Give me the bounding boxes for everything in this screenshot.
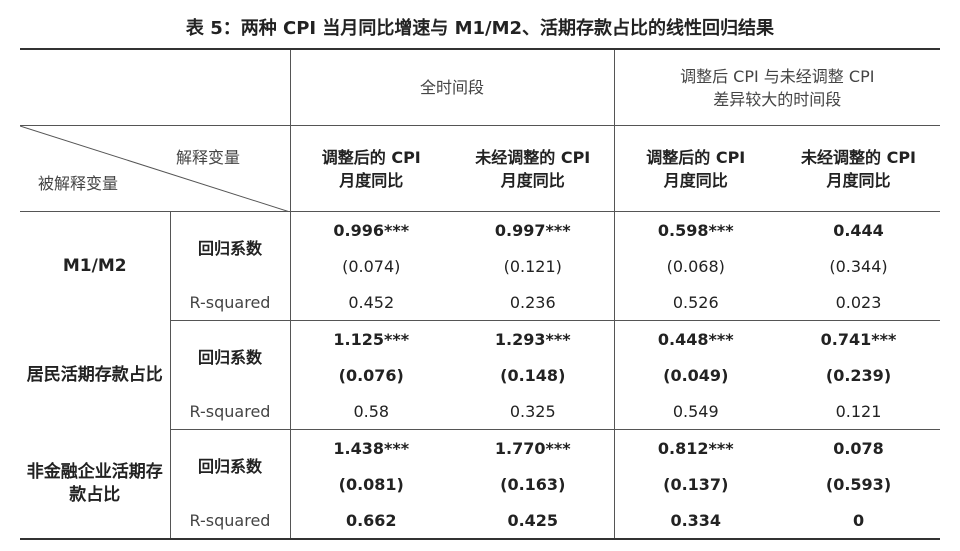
- coef-value: 0.078: [833, 438, 884, 458]
- group-label: 居民活期存款占比: [26, 364, 163, 385]
- coef-value: 1.438***: [289, 429, 452, 466]
- r2-value: 0.58: [289, 393, 452, 430]
- se-value: (0.121): [503, 256, 562, 276]
- coef-value: 0.741***: [820, 329, 897, 349]
- coef-value: 1.293***: [494, 329, 571, 349]
- header-line: 调整后的 CPI: [646, 147, 746, 167]
- coef-value: 1.125***: [289, 320, 452, 357]
- se-value: (0.137): [613, 466, 778, 502]
- header-line: 调整后的 CPI: [321, 147, 421, 167]
- column-header: 未经调整的 CPI 月度同比: [777, 125, 941, 212]
- r2-value: 0.425: [452, 502, 615, 540]
- header-line: 月度同比: [500, 170, 565, 190]
- se-value: (0.148): [500, 365, 566, 385]
- se-row: (0.074) (0.121) (0.068) (0.344): [20, 248, 940, 284]
- coef-value: 0.996***: [289, 211, 452, 248]
- results-table: 全时间段 调整后 CPI 与未经调整 CPI 差异较大的时间段 解释变量 被解释变量…: [20, 48, 941, 540]
- r2-value: 0.526: [613, 284, 778, 321]
- coef-value: 1.770***: [494, 438, 571, 458]
- r2-row: R-squared 0.452 0.236 0.526 0.023: [20, 284, 941, 321]
- table-title: 表 5：两种 CPI 当月同比增速与 M1/M2、活期存款占比的线性回归结果: [185, 18, 775, 39]
- group-label: 非金融企业活期存款占比: [26, 461, 163, 505]
- coef-value: 0.444: [833, 220, 884, 240]
- header-line: 未经调整的 CPI: [801, 147, 917, 167]
- header-line: 全时间段: [420, 78, 485, 97]
- coef-label: 回归系数: [169, 211, 290, 284]
- header-line: 差异较大的时间段: [713, 89, 842, 109]
- diagonal-line: [20, 126, 290, 212]
- header-line: 月度同比: [663, 170, 728, 190]
- se-value: (0.049): [613, 357, 778, 393]
- header-line: 月度同比: [826, 170, 891, 190]
- period-header: 全时间段: [289, 49, 615, 126]
- r2-row: R-squared 0.58 0.325 0.549 0.121: [20, 393, 941, 430]
- corner: 解释变量 被解释变量: [20, 126, 290, 212]
- header-line: 调整后 CPI 与未经调整 CPI: [680, 66, 875, 86]
- se-value: (0.344): [829, 256, 888, 276]
- r2-value: 0.662: [289, 502, 452, 540]
- coef-label: 回归系数: [169, 320, 290, 393]
- header-line: 月度同比: [339, 170, 404, 190]
- header-row: 全时间段 调整后 CPI 与未经调整 CPI 差异较大的时间段: [20, 49, 941, 126]
- column-header: 调整后的 CPI 月度同比: [613, 125, 778, 212]
- header-row: 解释变量 被解释变量 调整后的 CPI 月度同比 未经调整的 CPI 月度同比 调整后的…: [20, 125, 941, 212]
- r2-value: 0.549: [613, 393, 778, 430]
- r2-row: R-squared 0.662 0.425 0.334 0: [20, 502, 941, 540]
- r2-value: 0.325: [452, 393, 615, 430]
- se-value: (0.074): [289, 248, 452, 284]
- coef-row: 非金融企业活期存款占比 回归系数 1.438*** 1.770*** 0.812*** 0…: [20, 429, 940, 505]
- se-value: (0.163): [500, 474, 566, 494]
- corner-top: 解释变量: [176, 148, 241, 167]
- diagonal: [20, 126, 290, 212]
- r2-value: 0.121: [777, 393, 941, 430]
- r2-value: 0.452: [289, 284, 452, 321]
- se-value: (0.068): [613, 248, 778, 284]
- corner-cell: 解释变量 被解释变量: [20, 125, 290, 212]
- se-value: (0.239): [825, 365, 892, 385]
- header-line: 未经调整的 CPI: [475, 147, 591, 167]
- coef-row: M1/M2 回归系数 0.996*** 0.997*** 0.598*** 0.444: [20, 211, 940, 284]
- r2-value: 0.023: [777, 284, 941, 321]
- period-header: 调整后 CPI 与未经调整 CPI 差异较大的时间段: [613, 49, 941, 126]
- se-row: (0.081) (0.163) (0.137) (0.593): [20, 466, 940, 502]
- coef-value: 0.997***: [494, 220, 571, 240]
- coef-label: 回归系数: [169, 429, 290, 502]
- coef-value: 0.448***: [613, 320, 778, 357]
- r2-label: R-squared: [169, 502, 290, 540]
- se-row: (0.076) (0.148) (0.049) (0.239): [20, 357, 940, 393]
- r2-label: R-squared: [169, 393, 290, 430]
- r2-label: R-squared: [169, 284, 290, 321]
- column-header: 未经调整的 CPI 月度同比: [452, 125, 615, 212]
- corner-bottom: 被解释变量: [38, 174, 119, 193]
- se-value: (0.076): [289, 357, 452, 393]
- empty-cell: [20, 49, 290, 126]
- coef-value: 0.812***: [613, 429, 778, 466]
- se-value: (0.593): [825, 474, 892, 494]
- coef-row: 居民活期存款占比 回归系数 1.125*** 1.293*** 0.448*** 0.74…: [20, 320, 940, 393]
- se-value: (0.081): [289, 466, 452, 502]
- group-label: M1/M2: [62, 255, 127, 276]
- coef-value: 0.598***: [613, 211, 778, 248]
- r2-value: 0: [777, 502, 941, 540]
- r2-value: 0.334: [613, 502, 778, 540]
- r2-value: 0.236: [452, 284, 615, 321]
- column-header: 调整后的 CPI 月度同比: [289, 125, 452, 212]
